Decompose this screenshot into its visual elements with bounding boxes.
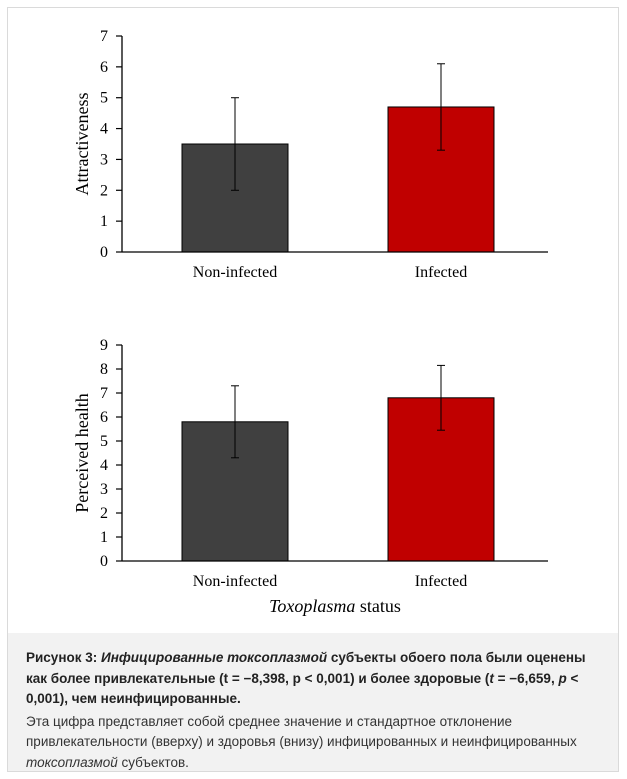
chart-bottom-ylabel: Perceived health — [72, 393, 92, 512]
chart-bottom-ytick-label: 4 — [100, 457, 108, 474]
xlabel-rest-part: status — [355, 596, 401, 616]
chart-top-ytick-label: 1 — [100, 213, 108, 230]
chart-top-ytick-label: 2 — [100, 182, 108, 199]
caption-body-end: субъектов. — [117, 754, 189, 770]
caption-t2-value: = −6,659, — [493, 670, 559, 686]
chart-bottom-ytick-label: 7 — [100, 385, 108, 402]
chart-bottom-ytick-label: 8 — [100, 361, 108, 378]
chart-top-category-label: Non-infected — [193, 264, 277, 281]
chart-top-ytick-label: 3 — [100, 151, 108, 168]
figure-caption: Рисунок 3: Инфицированные токсоплазмой с… — [26, 648, 606, 773]
caption-p2: p — [558, 670, 567, 686]
chart-top-ytick-label: 6 — [100, 59, 108, 76]
chart-top-ytick-label: 4 — [100, 121, 108, 138]
caption-title: Рисунок 3: Инфицированные токсоплазмой с… — [26, 648, 606, 710]
figure-panel: 0 1 2 3 4 5 6 7 Non-infected Infected Attractivene… — [8, 8, 618, 633]
chart-top-ytick-label: 5 — [100, 90, 108, 107]
caption-line1-rest: субъекты обоего пола были оценены как бо… — [26, 650, 586, 686]
chart-bottom-xlabel: Toxoplasma status — [269, 596, 401, 616]
caption-italic-term: Инфицированные токсоплазмой — [100, 650, 328, 665]
chart-top-ytick-label: 0 — [100, 244, 108, 261]
chart-bottom-ytick-label: 1 — [100, 529, 108, 546]
chart-bottom-ytick-label: 6 — [100, 409, 108, 426]
charts-svg: 0 1 2 3 4 5 6 7 Non-infected Infected Attractivene… — [72, 28, 548, 616]
figure-frame: 0 1 2 3 4 5 6 7 Non-infected Infected Attractivene… — [7, 7, 619, 772]
chart-bottom-category-label: Infected — [415, 573, 467, 590]
chart-top-ylabel: Attractiveness — [72, 93, 92, 196]
chart-top-category-label: Infected — [415, 264, 467, 281]
chart-bottom-ytick-label: 0 — [100, 553, 108, 570]
caption-prefix: Рисунок 3: — [26, 650, 101, 665]
xlabel-italic-part: Toxoplasma — [269, 596, 355, 616]
caption-p2-value: < 0,001), чем неинфицированные. — [26, 670, 579, 707]
caption-t2: t — [489, 670, 494, 686]
caption-body-text: Эта цифра представляет собой среднее зна… — [26, 713, 577, 750]
chart-bottom-ytick-label: 5 — [100, 433, 108, 450]
caption-body: Эта цифра представляет собой среднее зна… — [26, 712, 606, 774]
chart-bottom-ytick-label: 3 — [100, 481, 108, 498]
chart-bottom-ytick-label: 9 — [100, 337, 108, 354]
chart-bottom-category-label: Non-infected — [193, 573, 277, 590]
caption-body-italic: токсоплазмой — [26, 754, 118, 770]
chart-bottom-ytick-label: 2 — [100, 505, 108, 522]
chart-top-ytick-label: 7 — [100, 28, 108, 45]
